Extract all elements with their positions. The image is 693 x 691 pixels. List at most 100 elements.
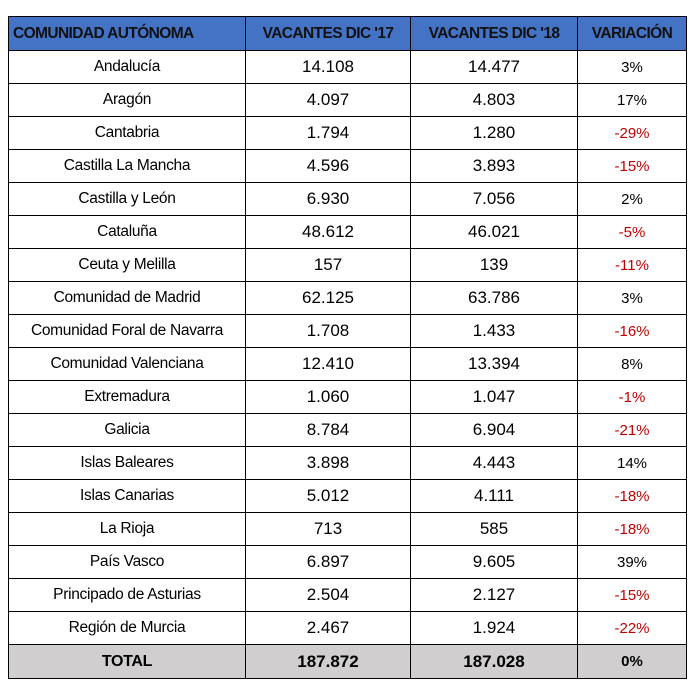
- table-row: Aragón 4.097 4.803 17%: [8, 83, 687, 117]
- region-cell: Castilla y León: [8, 182, 246, 216]
- vacancies-18-cell: 585: [410, 512, 578, 546]
- vacancies-18-cell: 3.893: [410, 149, 578, 183]
- variation-cell: 14%: [577, 446, 687, 480]
- header-variation: VARIACIÓN: [577, 16, 687, 51]
- vacancies-17-cell: 3.898: [245, 446, 411, 480]
- variation-cell: -29%: [577, 116, 687, 150]
- vacancies-17-cell: 14.108: [245, 50, 411, 84]
- table-row: Andalucía 14.108 14.477 3%: [8, 50, 687, 84]
- region-cell: Islas Baleares: [8, 446, 246, 480]
- vacancies-17-cell: 12.410: [245, 347, 411, 381]
- vacancies-17-cell: 713: [245, 512, 411, 546]
- region-cell: Principado de Asturias: [8, 578, 246, 612]
- variation-cell: -11%: [577, 248, 687, 282]
- vacancies-18-cell: 1.433: [410, 314, 578, 348]
- variation-cell: -16%: [577, 314, 687, 348]
- table-row: Extremadura 1.060 1.047 -1%: [8, 380, 687, 414]
- vacancies-17-cell: 4.596: [245, 149, 411, 183]
- variation-cell: -18%: [577, 479, 687, 513]
- vacancies-18-cell: 9.605: [410, 545, 578, 579]
- region-cell: Comunidad de Madrid: [8, 281, 246, 315]
- variation-cell: -5%: [577, 215, 687, 249]
- region-cell: Aragón: [8, 83, 246, 117]
- table-row: Galicia 8.784 6.904 -21%: [8, 413, 687, 447]
- vacancies-18-cell: 4.111: [410, 479, 578, 513]
- variation-cell: 8%: [577, 347, 687, 381]
- header-vacancies-18: VACANTES DIC '18: [410, 16, 578, 51]
- region-cell: Ceuta y Melilla: [8, 248, 246, 282]
- vacancies-17-cell: 1.708: [245, 314, 411, 348]
- variation-cell: -15%: [577, 578, 687, 612]
- region-cell: Comunidad Foral de Navarra: [8, 314, 246, 348]
- vacancies-17-cell: 6.897: [245, 545, 411, 579]
- variation-cell: 3%: [577, 50, 687, 84]
- vacancies-18-cell: 7.056: [410, 182, 578, 216]
- vacancies-18-cell: 139: [410, 248, 578, 282]
- table-row: Castilla La Mancha 4.596 3.893 -15%: [8, 149, 687, 183]
- vacancies-18-cell: 46.021: [410, 215, 578, 249]
- table-row: Islas Canarias 5.012 4.111 -18%: [8, 479, 687, 513]
- vacancies-18-cell: 63.786: [410, 281, 578, 315]
- vacancies-17-cell: 6.930: [245, 182, 411, 216]
- region-cell: Extremadura: [8, 380, 246, 414]
- region-cell: Galicia: [8, 413, 246, 447]
- region-cell: Andalucía: [8, 50, 246, 84]
- header-row: COMUNIDAD AUTÓNOMA VACANTES DIC '17 VACA…: [8, 16, 687, 51]
- vacancies-17-cell: 4.097: [245, 83, 411, 117]
- vacancies-17-cell: 48.612: [245, 215, 411, 249]
- vacancies-17-cell: 8.784: [245, 413, 411, 447]
- region-cell: Cantabria: [8, 116, 246, 150]
- region-cell: La Rioja: [8, 512, 246, 546]
- variation-cell: -15%: [577, 149, 687, 183]
- variation-cell: 3%: [577, 281, 687, 315]
- variation-cell: 0%: [577, 644, 687, 679]
- region-cell: Región de Murcia: [8, 611, 246, 645]
- total-row: TOTAL 187.872 187.028 0%: [8, 644, 687, 679]
- vacancies-18-cell: 13.394: [410, 347, 578, 381]
- vacancies-17-cell: 62.125: [245, 281, 411, 315]
- region-cell: Islas Canarias: [8, 479, 246, 513]
- vacancies-18-cell: 2.127: [410, 578, 578, 612]
- vacancies-table: COMUNIDAD AUTÓNOMA VACANTES DIC '17 VACA…: [8, 16, 687, 679]
- region-cell: Castilla La Mancha: [8, 149, 246, 183]
- vacancies-18-cell: 1.047: [410, 380, 578, 414]
- vacancies-18-cell: 4.803: [410, 83, 578, 117]
- table-row: Ceuta y Melilla 157 139 -11%: [8, 248, 687, 282]
- variation-cell: -22%: [577, 611, 687, 645]
- vacancies-17-cell: 5.012: [245, 479, 411, 513]
- table-row: País Vasco 6.897 9.605 39%: [8, 545, 687, 579]
- variation-cell: -21%: [577, 413, 687, 447]
- table-row: Comunidad Valenciana 12.410 13.394 8%: [8, 347, 687, 381]
- variation-cell: 2%: [577, 182, 687, 216]
- region-cell: País Vasco: [8, 545, 246, 579]
- table-row: Islas Baleares 3.898 4.443 14%: [8, 446, 687, 480]
- region-cell: Cataluña: [8, 215, 246, 249]
- region-cell: TOTAL: [8, 644, 246, 679]
- vacancies-17-cell: 2.504: [245, 578, 411, 612]
- table-row: Comunidad Foral de Navarra 1.708 1.433 -16%: [8, 314, 687, 348]
- variation-cell: 17%: [577, 83, 687, 117]
- table-row: Castilla y León 6.930 7.056 2%: [8, 182, 687, 216]
- table-row: La Rioja 713 585 -18%: [8, 512, 687, 546]
- region-cell: Comunidad Valenciana: [8, 347, 246, 381]
- vacancies-18-cell: 6.904: [410, 413, 578, 447]
- vacancies-18-cell: 14.477: [410, 50, 578, 84]
- vacancies-17-cell: 2.467: [245, 611, 411, 645]
- header-vacancies-17: VACANTES DIC '17: [245, 16, 411, 51]
- vacancies-18-cell: 187.028: [410, 644, 578, 679]
- vacancies-18-cell: 1.280: [410, 116, 578, 150]
- table-row: Región de Murcia 2.467 1.924 -22%: [8, 611, 687, 645]
- vacancies-18-cell: 1.924: [410, 611, 578, 645]
- table-row: Comunidad de Madrid 62.125 63.786 3%: [8, 281, 687, 315]
- variation-cell: -1%: [577, 380, 687, 414]
- variation-cell: -18%: [577, 512, 687, 546]
- table-row: Cantabria 1.794 1.280 -29%: [8, 116, 687, 150]
- header-region: COMUNIDAD AUTÓNOMA: [8, 16, 246, 51]
- variation-cell: 39%: [577, 545, 687, 579]
- vacancies-17-cell: 187.872: [245, 644, 411, 679]
- vacancies-18-cell: 4.443: [410, 446, 578, 480]
- vacancies-17-cell: 1.060: [245, 380, 411, 414]
- table-row: Cataluña 48.612 46.021 -5%: [8, 215, 687, 249]
- table-row: Principado de Asturias 2.504 2.127 -15%: [8, 578, 687, 612]
- vacancies-17-cell: 1.794: [245, 116, 411, 150]
